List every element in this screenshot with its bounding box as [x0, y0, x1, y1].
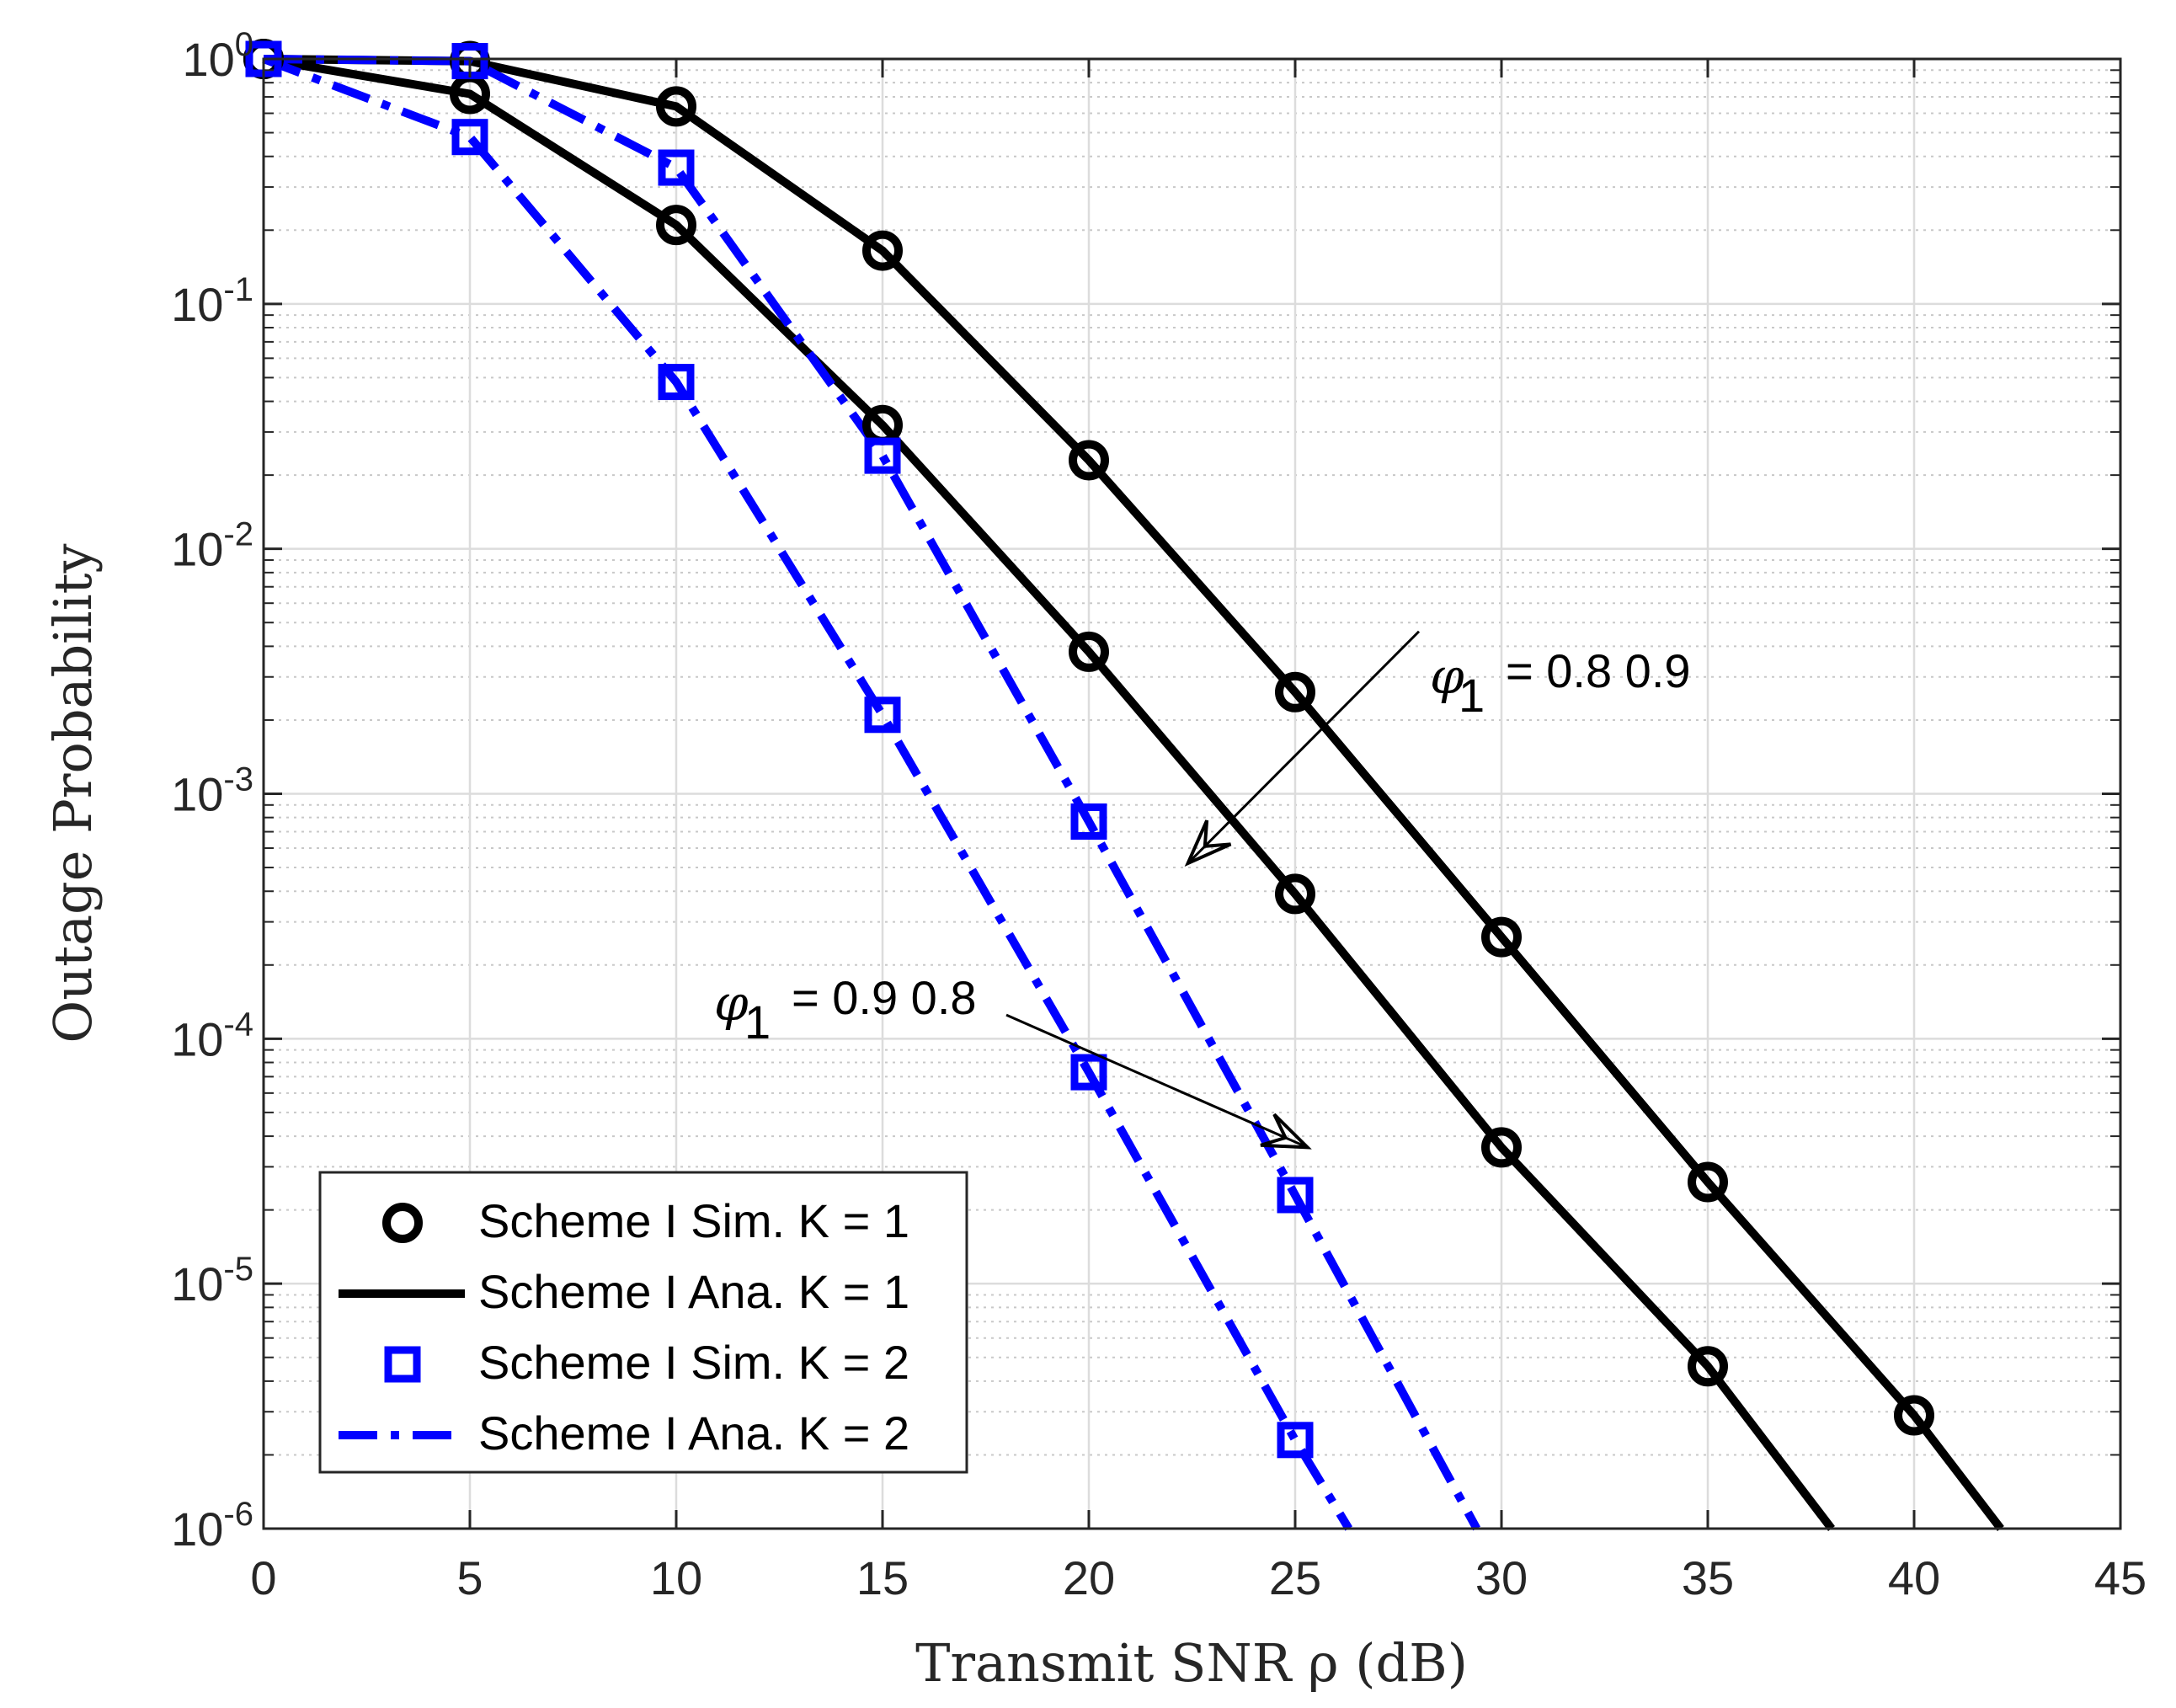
y-tick-base: 10	[171, 1257, 223, 1310]
data-point-scheme-i-sim-k-2-phi1-0-8	[1277, 1177, 1314, 1214]
data-point-scheme-i-sim-k-2-phi1-0-9	[658, 364, 695, 401]
data-point-scheme-i-sim-k-1-phi1-0-9	[656, 86, 696, 127]
y-tick-label: 10-2	[171, 516, 253, 576]
y-tick-exponent: -3	[223, 761, 253, 798]
x-tick-label: 15	[856, 1551, 909, 1604]
data-point-scheme-i-sim-k-1-phi1-0-9	[1894, 1395, 1934, 1436]
data-point-scheme-i-sim-k-1-phi1-0-8	[1481, 1127, 1522, 1168]
x-tick-label: 5	[456, 1551, 483, 1604]
y-tick-base: 10	[171, 278, 223, 331]
x-tick-label: 35	[1682, 1551, 1734, 1604]
legend-sample-scheme-i-sim-k-1	[382, 1203, 423, 1243]
y-tick-label: 10-1	[171, 271, 253, 331]
annotation-arrow-line-1	[1187, 630, 1421, 865]
x-tick-label: 20	[1063, 1551, 1115, 1604]
series-line-scheme-i-ana-k-1-phi1-0-8	[263, 55, 1835, 1532]
series-line-scheme-i-ana-k-1-phi1-0-9	[263, 55, 2004, 1532]
data-point-scheme-i-sim-k-2-phi1-0-9	[451, 119, 488, 156]
annotation-2-subscript: 1	[744, 995, 771, 1049]
y-tick-base: 10	[171, 1503, 223, 1556]
data-point-scheme-i-sim-k-1-phi1-0-8	[1069, 631, 1109, 672]
tick-marks	[262, 57, 2122, 1530]
y-tick-base: 10	[171, 768, 223, 821]
x-tick-label: 30	[1475, 1551, 1528, 1604]
annotation-phi-09-08: φ 1 = 0.9 0.8	[714, 971, 977, 1049]
x-tick-label: 40	[1888, 1551, 1940, 1604]
minor-grid	[264, 69, 2120, 1456]
y-tick-exponent: -6	[223, 1496, 253, 1533]
y-tick-exponent: -1	[223, 271, 253, 308]
y-tick-exponent: -5	[223, 1251, 253, 1288]
annotation-layer	[1005, 630, 1421, 1150]
annotation-1-symbol: φ	[1430, 648, 1464, 705]
data-point-scheme-i-sim-k-1-phi1-0-8	[656, 205, 696, 246]
y-tick-label: 10-5	[171, 1251, 253, 1310]
annotation-arrowhead-2	[1260, 1113, 1312, 1150]
data-point-scheme-i-sim-k-1-phi1-0-9	[1688, 1161, 1728, 1203]
legend-sample-scheme-i-sim-k-2	[384, 1346, 421, 1383]
x-tick-label: 45	[2094, 1551, 2147, 1604]
y-tick-label: 10-4	[171, 1006, 253, 1065]
annotation-arrowhead-1	[1184, 819, 1232, 867]
legend-label-ana-k1: Scheme I Ana. K = 1	[478, 1265, 909, 1318]
x-tick-label: 0	[250, 1551, 276, 1604]
data-point-scheme-i-sim-k-1-phi1-0-8	[1275, 873, 1315, 915]
annotation-1-text: = 0.8 0.9	[1506, 644, 1691, 697]
y-tick-label: 100	[182, 26, 253, 86]
data-point-scheme-i-sim-k-2-phi1-0-8	[864, 437, 901, 474]
x-tick-label: 25	[1269, 1551, 1321, 1604]
x-axis-title: Transmit SNR ρ (dB)	[915, 1632, 1468, 1694]
y-tick-exponent: 0	[235, 26, 253, 63]
data-point-scheme-i-sim-k-1-phi1-0-8	[1688, 1346, 1728, 1387]
y-tick-label: 10-3	[171, 761, 253, 821]
y-tick-base: 10	[171, 1012, 223, 1065]
legend-label-ana-k2: Scheme I Ana. K = 2	[478, 1406, 909, 1460]
data-point-scheme-i-sim-k-1-phi1-0-9	[1069, 440, 1109, 481]
legend-label-sim-k2: Scheme I Sim. K = 2	[478, 1336, 909, 1389]
data-point-scheme-i-sim-k-2-phi1-0-8	[658, 149, 695, 186]
data-point-scheme-i-sim-k-1-phi1-0-9	[1275, 671, 1315, 713]
y-tick-exponent: -4	[223, 1006, 253, 1043]
annotation-2-symbol: φ	[714, 974, 749, 1032]
data-point-scheme-i-sim-k-2-phi1-0-9	[864, 697, 901, 734]
data-point-scheme-i-sim-k-1-phi1-0-9	[862, 230, 903, 271]
data-point-scheme-i-sim-k-2-phi1-0-9	[1277, 1422, 1314, 1459]
data-point-scheme-i-sim-k-2-phi1-0-9	[1070, 1054, 1107, 1091]
annotation-1-subscript: 1	[1459, 669, 1485, 722]
legend-box	[318, 1171, 968, 1474]
y-tick-label: 10-6	[171, 1496, 253, 1556]
data-point-scheme-i-sim-k-1-phi1-0-9	[1481, 916, 1522, 958]
legend: Scheme I Sim. K = 1 Scheme I Ana. K = 1 …	[318, 1171, 968, 1474]
y-tick-base: 10	[171, 523, 223, 576]
annotation-arrow-line-2	[1005, 1013, 1309, 1149]
x-tick-labels: 0 5 10 15 20 25 30 35 40 45	[250, 1551, 2147, 1604]
y-tick-base: 10	[182, 33, 234, 86]
annotation-phi-08-09: φ 1 = 0.8 0.9	[1430, 644, 1691, 722]
y-tick-exponent: -2	[223, 516, 253, 553]
y-axis-title: Outage Probability	[42, 543, 104, 1043]
legend-label-sim-k1: Scheme I Sim. K = 1	[478, 1194, 909, 1247]
annotation-2-text: = 0.9 0.8	[792, 971, 977, 1024]
x-tick-label: 10	[650, 1551, 702, 1604]
data-point-scheme-i-sim-k-2-phi1-0-8	[1070, 803, 1107, 841]
